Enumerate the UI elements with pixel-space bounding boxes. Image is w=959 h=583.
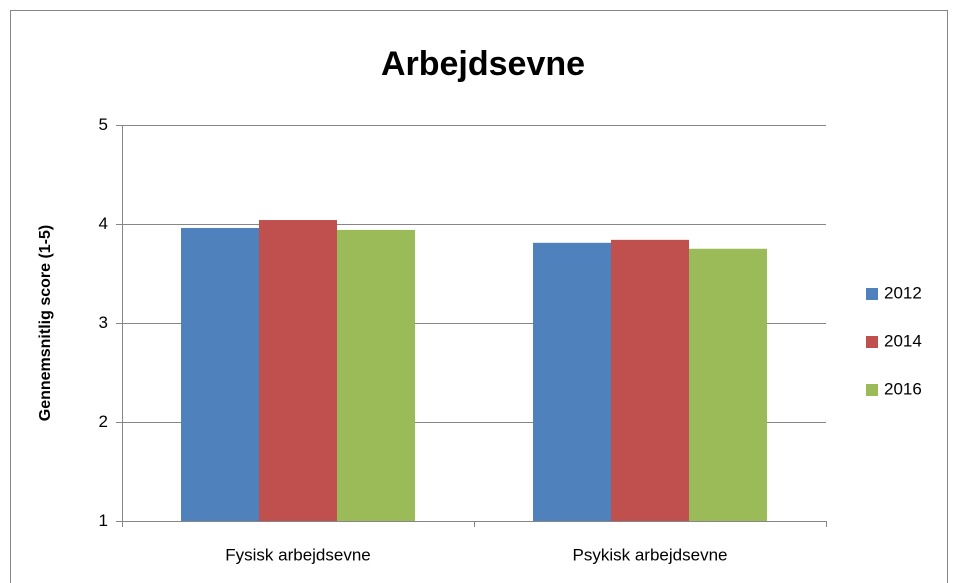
bar: [689, 248, 767, 521]
y-tick-label: 1: [99, 511, 108, 530]
legend-swatch: [866, 288, 878, 300]
y-tick-label: 4: [99, 214, 108, 233]
bar: [337, 229, 415, 521]
bar: [611, 239, 689, 521]
y-tick-label: 5: [99, 115, 108, 134]
y-axis-label: Gennemsnitlig score (1-5): [37, 225, 54, 422]
legend-swatch: [866, 384, 878, 396]
chart-title: Arbejdsevne: [381, 45, 585, 83]
legend-label: 2012: [884, 283, 922, 302]
legend-label: 2016: [884, 379, 922, 398]
bar: [259, 220, 337, 522]
legend-swatch: [866, 336, 878, 348]
x-tick-label: Fysisk arbejdsevne: [225, 545, 371, 564]
y-tick-label: 3: [99, 313, 108, 332]
legend-label: 2014: [884, 331, 922, 350]
y-tick-label: 2: [99, 412, 108, 431]
bar: [181, 227, 259, 521]
x-tick-label: Psykisk arbejdsevne: [573, 545, 728, 564]
chart-frame: [10, 10, 948, 583]
bar: [533, 242, 611, 521]
